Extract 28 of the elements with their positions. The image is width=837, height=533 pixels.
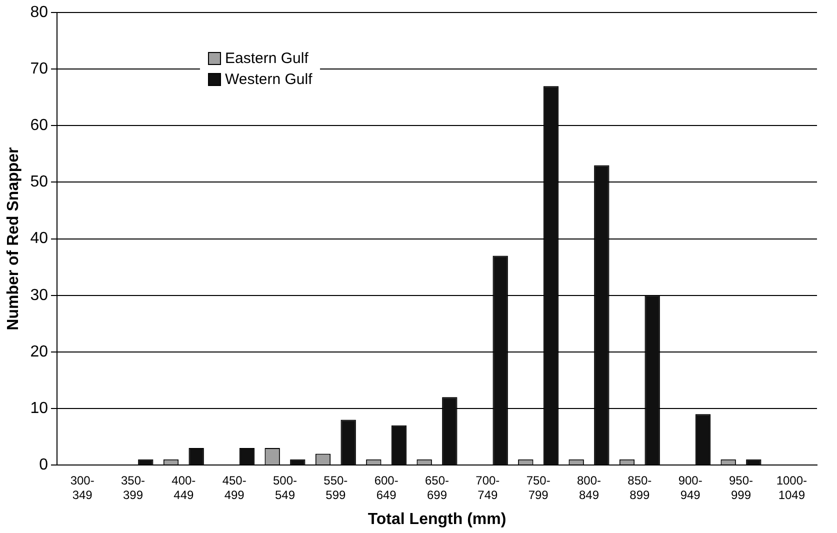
x-tick-label: 450-499 — [222, 474, 246, 502]
y-tick-label: 70 — [30, 60, 48, 78]
y-tick-label: 60 — [30, 117, 48, 134]
x-tick-label: 350-399 — [120, 474, 146, 502]
x-tick-label: 750-799 — [526, 474, 550, 502]
x-tick-label: 400-449 — [172, 474, 196, 502]
legend-label: Eastern Gulf — [225, 50, 308, 67]
y-tick-label: 30 — [30, 286, 48, 304]
x-tick-label: 600-649 — [374, 474, 398, 502]
x-tick-label: 950-999 — [728, 474, 754, 502]
y-tick-label: 80 — [30, 4, 48, 22]
x-tick-label: 500-549 — [272, 474, 298, 502]
y-tick-label: 50 — [30, 174, 48, 191]
x-tick-label: 1000-1049 — [776, 474, 808, 502]
x-tick-label: 850-899 — [628, 474, 652, 502]
x-axis-title: Total Length (mm) — [368, 510, 506, 528]
y-axis-title: Number of Red Snapper — [5, 147, 22, 330]
y-tick-label: 10 — [30, 400, 48, 417]
x-tick-label: 550-599 — [324, 474, 348, 502]
x-tick-label: 800-849 — [576, 474, 602, 502]
x-tick-label: 700-749 — [476, 474, 500, 502]
y-tick-label: 20 — [30, 343, 48, 360]
x-tick-label: 300-349 — [70, 474, 94, 502]
x-tick-label: 650-699 — [424, 474, 450, 502]
legend-label: Western Gulf — [225, 71, 312, 88]
x-tick-label: 900-949 — [678, 474, 702, 502]
y-tick-label: 0 — [39, 456, 48, 474]
y-tick-label: 40 — [30, 230, 48, 248]
